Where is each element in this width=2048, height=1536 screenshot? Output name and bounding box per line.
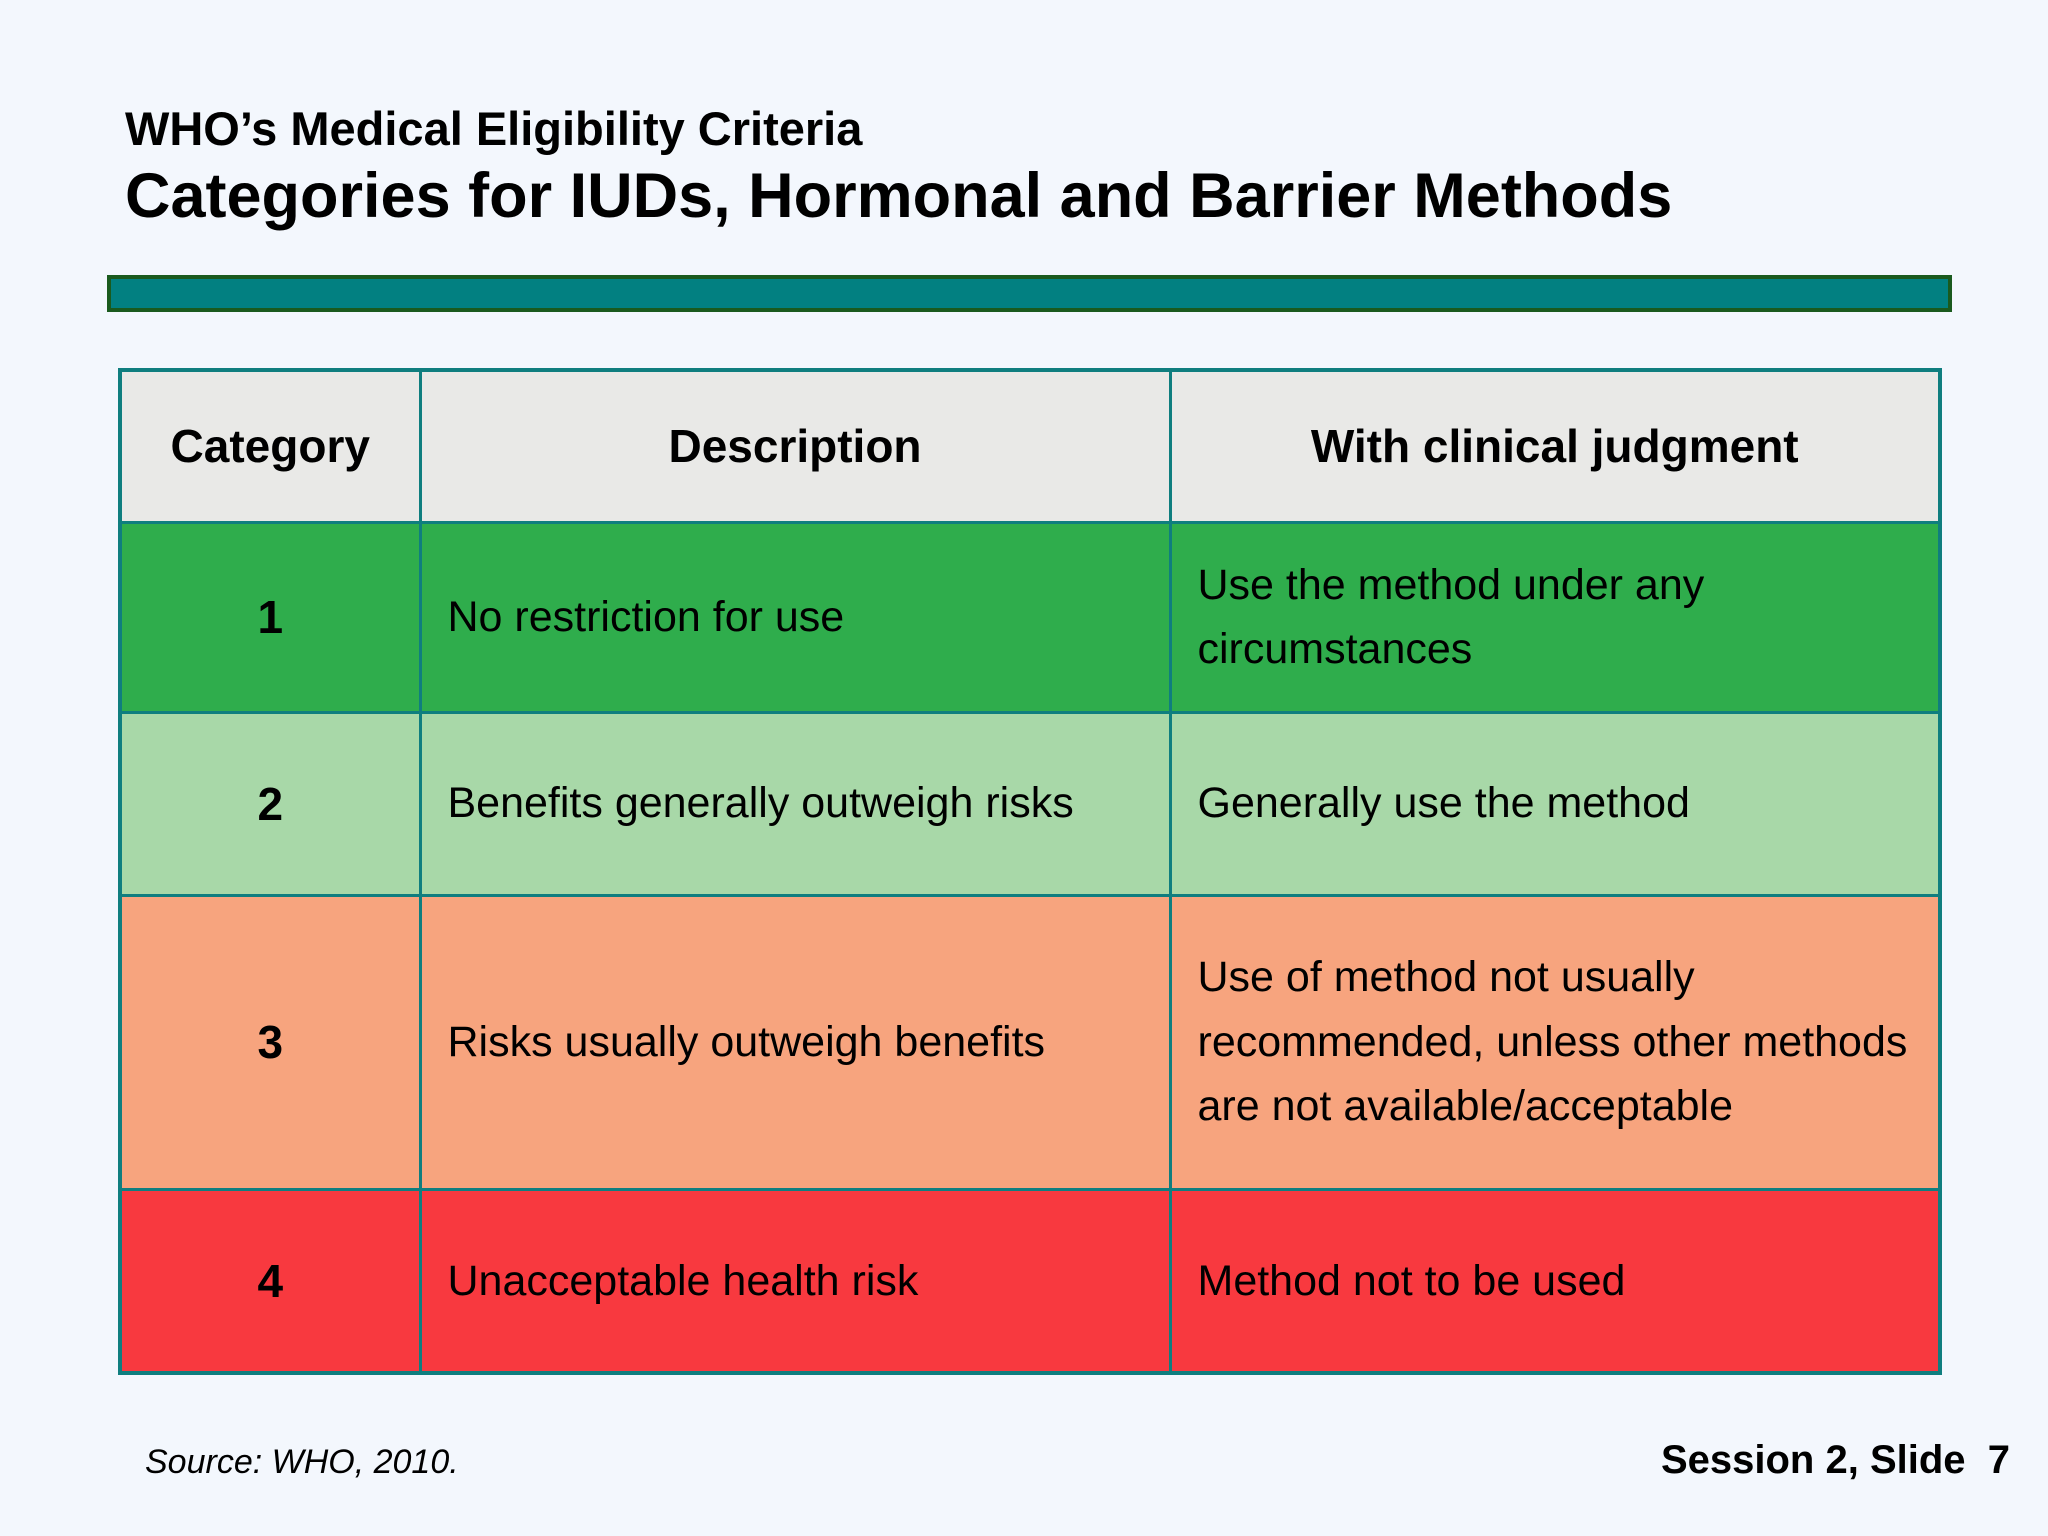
category-cell: 2	[118, 710, 422, 897]
table-header-row: Category Description With clinical judgm…	[118, 368, 1942, 524]
table-row: 3 Risks usually outweigh benefits Use of…	[118, 893, 1942, 1191]
description-cell: Risks usually outweigh benefits	[418, 893, 1172, 1191]
col-header-judgment: With clinical judgment	[1168, 368, 1942, 524]
judgment-cell: Method not to be used	[1168, 1187, 1942, 1375]
judgment-cell: Use the method under any circumstances	[1168, 520, 1942, 714]
description-cell: Unacceptable health risk	[418, 1187, 1172, 1375]
table-row: 2 Benefits generally outweigh risks Gene…	[118, 710, 1942, 897]
col-header-category: Category	[118, 368, 422, 524]
category-cell: 1	[118, 520, 422, 714]
table-row: 1 No restriction for use Use the method …	[118, 520, 1942, 714]
source-note: Source: WHO, 2010.	[145, 1443, 459, 1481]
judgment-cell: Generally use the method	[1168, 710, 1942, 897]
category-cell: 3	[118, 893, 422, 1191]
description-cell: No restriction for use	[418, 520, 1172, 714]
slide-title-line2: Categories for IUDs, Hormonal and Barrie…	[125, 161, 1673, 232]
eligibility-table: Category Description With clinical judgm…	[118, 368, 1942, 1375]
col-header-description: Description	[418, 368, 1172, 524]
category-cell: 4	[118, 1187, 422, 1375]
table-row: 4 Unacceptable health risk Method not to…	[118, 1187, 1942, 1375]
slide-title: WHO’s Medical Eligibility Criteria Categ…	[125, 98, 1672, 235]
description-cell: Benefits generally outweigh risks	[418, 710, 1172, 897]
slide-number: Session 2, Slide 7	[1660, 1438, 2010, 1482]
title-divider-bar	[107, 275, 1952, 312]
judgment-cell: Use of method not usually recommended, u…	[1168, 893, 1942, 1191]
slide-title-line1: WHO’s Medical Eligibility Criteria	[125, 102, 863, 155]
